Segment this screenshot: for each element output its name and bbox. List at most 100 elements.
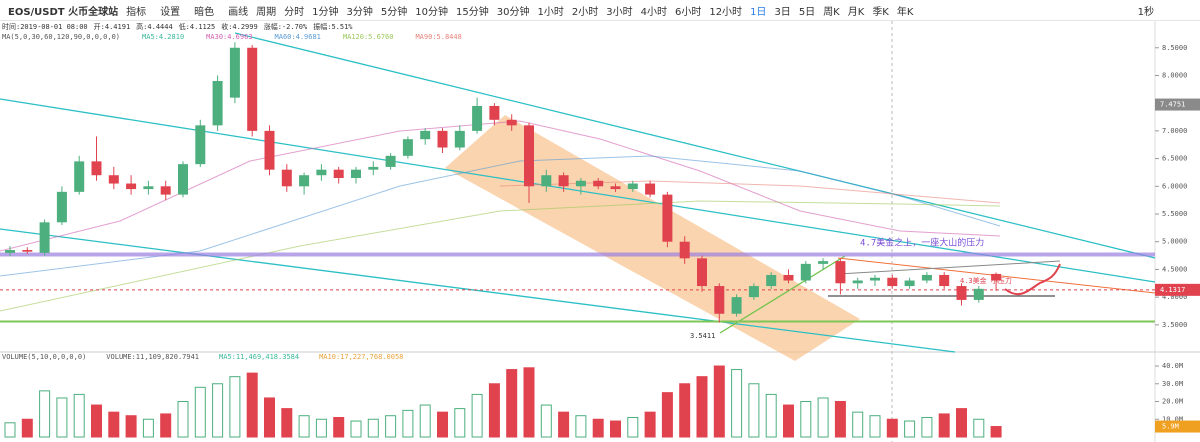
symbol[interactable]: EOS/USDT 火币全球站 bbox=[8, 6, 119, 18]
ma-legend: MA5:4.2810 bbox=[142, 33, 184, 41]
volume-bar bbox=[956, 408, 967, 438]
candle-body bbox=[126, 183, 137, 190]
candle-body bbox=[766, 274, 777, 287]
candle-body bbox=[56, 191, 67, 223]
candle-body bbox=[281, 169, 292, 187]
period-button[interactable]: 年K bbox=[896, 6, 914, 18]
period-button[interactable]: 3日 bbox=[774, 6, 791, 18]
period-button[interactable]: 6小时 bbox=[674, 6, 702, 18]
period-button[interactable]: 15分钟 bbox=[455, 6, 489, 18]
toolbar-button[interactable]: 指标 bbox=[126, 6, 147, 18]
volume-bar bbox=[454, 408, 466, 438]
volume-bar bbox=[644, 411, 656, 438]
candle-body bbox=[229, 47, 240, 98]
candle-body bbox=[627, 183, 638, 190]
volume-bar bbox=[39, 390, 51, 438]
volume-legend: MA5:11,469,418.3584 bbox=[219, 353, 299, 361]
volume-bar bbox=[73, 393, 85, 438]
price-tag bbox=[1155, 98, 1200, 111]
period-button[interactable]: 3小时 bbox=[606, 6, 633, 18]
volume-legend: VOLUME:11,109,820.7941 bbox=[106, 353, 199, 361]
volume-bar bbox=[748, 383, 760, 438]
volume-bar bbox=[56, 397, 68, 438]
volume-bar bbox=[125, 415, 137, 438]
toolbar-button[interactable]: 画线 bbox=[228, 6, 249, 18]
volume-bar bbox=[212, 383, 224, 438]
volume-tick-label: 30.0M bbox=[1162, 380, 1183, 388]
period-button[interactable]: 分时 bbox=[284, 6, 305, 18]
candle-body bbox=[143, 186, 154, 190]
candle-body bbox=[472, 105, 483, 131]
info: 振幅:5.51% bbox=[313, 22, 353, 31]
volume-bar bbox=[385, 415, 397, 438]
candle-body bbox=[645, 183, 656, 195]
period-button[interactable]: 1分钟 bbox=[312, 6, 339, 18]
candle-body bbox=[506, 119, 517, 126]
candle-body bbox=[489, 105, 500, 120]
y-tick-label: 5.5000 bbox=[1162, 210, 1187, 218]
volume-tag bbox=[1155, 420, 1200, 433]
volume-bar bbox=[333, 416, 345, 438]
candle-body bbox=[904, 280, 915, 287]
volume-bar bbox=[679, 383, 691, 438]
volume-bar bbox=[4, 422, 16, 438]
period-button[interactable]: 5日 bbox=[798, 6, 816, 18]
period-button[interactable]: 1日 bbox=[750, 6, 767, 18]
volume-bar bbox=[350, 420, 362, 438]
y-tick-label: 8.0000 bbox=[1162, 71, 1187, 79]
period-button[interactable]: 5分钟 bbox=[380, 6, 408, 18]
period-button[interactable]: 2小时 bbox=[571, 6, 599, 18]
volume-bar bbox=[229, 376, 241, 438]
candle-body bbox=[575, 180, 586, 187]
candle-body bbox=[195, 125, 206, 165]
period-button[interactable]: 1小时 bbox=[537, 6, 564, 18]
y-tick-label: 6.5000 bbox=[1162, 155, 1187, 163]
period-label: 周期 bbox=[256, 6, 277, 18]
volume-bar bbox=[592, 418, 604, 438]
ma-legend: MA30:4.6963 bbox=[206, 33, 252, 41]
annotation: 3.5411 bbox=[690, 332, 715, 340]
period-button[interactable]: 12小时 bbox=[709, 6, 743, 18]
annotation: 4.7美金之上，一座大山的压力 bbox=[860, 237, 984, 249]
ma-legend: MA120:5.6760 bbox=[343, 33, 394, 41]
y-tick-label: 7.0000 bbox=[1162, 127, 1187, 135]
candle-body bbox=[368, 166, 379, 170]
volume-bar bbox=[610, 420, 621, 438]
volume-bar bbox=[281, 408, 293, 438]
candle-body bbox=[783, 274, 794, 281]
candle-body bbox=[818, 261, 829, 264]
volume-bar bbox=[264, 397, 275, 438]
candle-body bbox=[22, 250, 33, 252]
volume-bar bbox=[783, 404, 794, 438]
toolbar-button[interactable]: 暗色 bbox=[194, 6, 215, 18]
candle-body bbox=[991, 273, 1002, 281]
candle-body bbox=[939, 274, 950, 287]
y-tick-label: 5.0000 bbox=[1162, 238, 1187, 246]
period-button[interactable]: 10分钟 bbox=[415, 6, 448, 18]
period-button[interactable]: 3分钟 bbox=[346, 6, 373, 18]
period-button[interactable]: 4小时 bbox=[640, 6, 667, 18]
refresh[interactable]: 1秒 bbox=[1137, 6, 1154, 18]
volume-tag-label: 5.9M bbox=[1162, 423, 1179, 431]
volume-bar bbox=[800, 401, 812, 438]
candle-body bbox=[731, 297, 742, 314]
period-button[interactable]: 30分钟 bbox=[496, 6, 530, 18]
volume-bar bbox=[661, 392, 673, 438]
toolbar-button[interactable]: 设置 bbox=[160, 6, 181, 18]
candle-body bbox=[662, 194, 673, 242]
toolbar: EOS/USDT 火币全球站 指标 设置 暗色 画线 周期 分时 1分钟 3分钟 5分钟 10… bbox=[0, 0, 1200, 21]
y-tick-label: 6.0000 bbox=[1162, 182, 1187, 190]
period-button[interactable]: 月K bbox=[847, 6, 865, 18]
candle-body bbox=[610, 186, 621, 190]
period-button[interactable]: 季K bbox=[872, 6, 889, 18]
volume-bar bbox=[298, 415, 310, 438]
y-tick-label: 3.5000 bbox=[1162, 321, 1187, 329]
volume-bar bbox=[558, 411, 570, 438]
candle-body bbox=[524, 125, 534, 187]
period-button[interactable]: 周K bbox=[823, 6, 840, 18]
volume-bar bbox=[142, 418, 154, 438]
volume-bar bbox=[540, 404, 552, 438]
candle-body bbox=[5, 250, 15, 253]
candle-body bbox=[835, 261, 846, 284]
candle-body bbox=[91, 161, 102, 176]
